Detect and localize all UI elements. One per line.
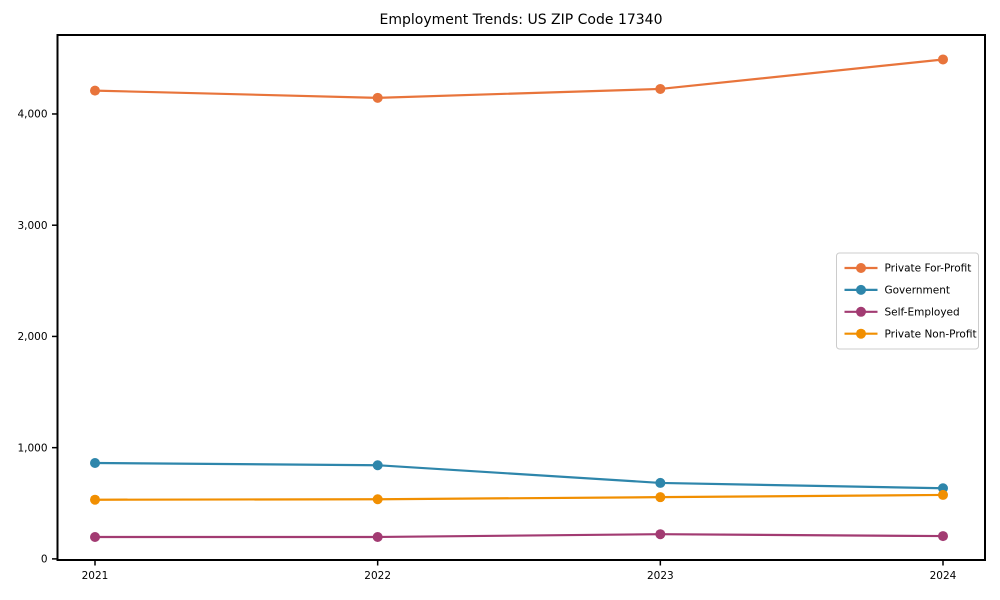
series-line-private-for-profit [94,58,944,99]
legend-item-label: Self-Employed [885,307,960,319]
legend-item-label: Private Non-Profit [885,328,977,340]
legend-marker [856,263,866,273]
x-tick-label: 2024 [930,570,957,582]
legend-item-label: Government [885,285,950,297]
series-line-government [94,461,944,490]
y-tick-label: 1,000 [17,442,47,454]
data-point [938,54,948,65]
data-point [655,83,666,94]
data-point [655,529,666,540]
data-point [372,92,383,103]
data-point [655,492,666,503]
data-point [938,531,948,542]
series-layer [90,54,948,542]
axes-layer: 0 1,000 2,000 3,000 4,000 2021 2022 2023 2024 [17,34,986,582]
data-point [90,458,100,469]
y-tick-label: 4,000 [17,109,47,121]
legend-marker [856,328,866,339]
x-tick-label: 2023 [647,570,674,582]
legend-marker [856,284,866,295]
legend-item-label: Private For-Profit [885,263,972,275]
series-line-self-employed [95,533,944,539]
x-tick-label: 2022 [364,570,391,582]
y-tick-label: 2,000 [17,331,47,343]
data-point [938,489,948,500]
data-point [372,460,383,471]
data-point [90,85,100,96]
chart-title: Employment Trends: US ZIP Code 17340 [380,12,663,28]
data-point [655,477,666,488]
y-tick-label: 3,000 [17,220,47,232]
legend-box [836,252,979,350]
series-line-private-non-profit [94,493,944,501]
legend-marker [856,306,866,317]
data-point [90,531,100,542]
y-tick-label: 0 [41,554,48,566]
legend: Private For-Profit Government Self-Employe… [836,252,979,350]
data-point [372,531,383,542]
x-tick-label: 2021 [82,570,109,582]
plot-border [56,34,986,561]
data-point [90,494,100,505]
data-point [372,494,383,505]
